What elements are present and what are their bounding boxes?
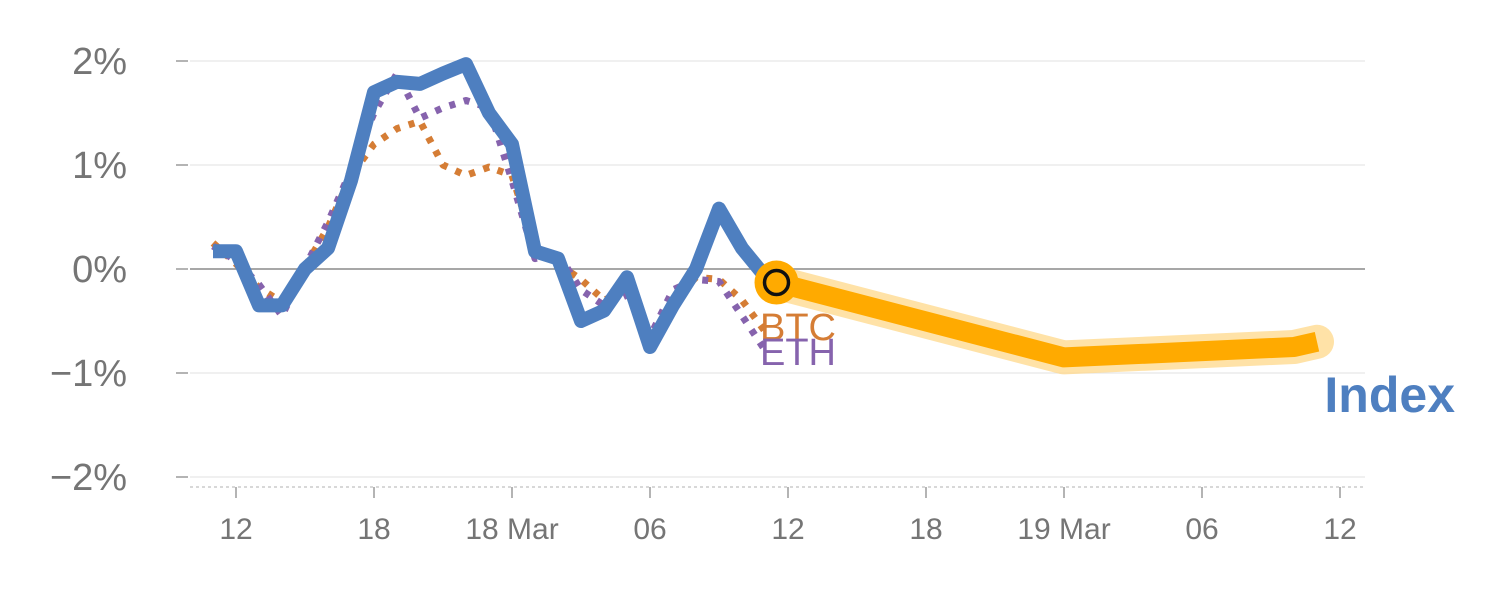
index-line	[213, 57, 771, 354]
x-tick-label: 18 Mar	[465, 513, 558, 546]
current-point-marker	[762, 268, 791, 297]
x-tick-label: 18	[357, 513, 390, 546]
eth-series-label: ETH	[760, 332, 836, 374]
x-tick-label: 12	[1323, 513, 1356, 546]
x-tick-label: 06	[633, 513, 666, 546]
y-tick-label: −2%	[50, 457, 127, 499]
y-tick-label: 0%	[72, 249, 127, 291]
index-series-label: Index	[1324, 367, 1455, 423]
btc-series-label: BTC	[760, 307, 836, 349]
series-lines	[210, 57, 1334, 375]
x-tick-label: 12	[219, 513, 252, 546]
x-axis: 12 18 18 Mar 06 12 18 19 Mar 06 12	[190, 486, 1365, 546]
x-tick-label: 19 Mar	[1017, 513, 1110, 546]
forecast-line	[773, 272, 1320, 368]
y-axis: 2% 1% 0% −1% −2%	[50, 41, 188, 499]
y-tick-label: −1%	[50, 353, 127, 395]
btc-line	[210, 117, 768, 351]
y-tick-label: 1%	[72, 145, 127, 187]
markers	[754, 260, 799, 305]
x-tick-label: 12	[771, 513, 804, 546]
x-tick-label: 06	[1185, 513, 1218, 546]
y-tick-label: 2%	[72, 41, 127, 83]
x-tick-label: 18	[909, 513, 942, 546]
